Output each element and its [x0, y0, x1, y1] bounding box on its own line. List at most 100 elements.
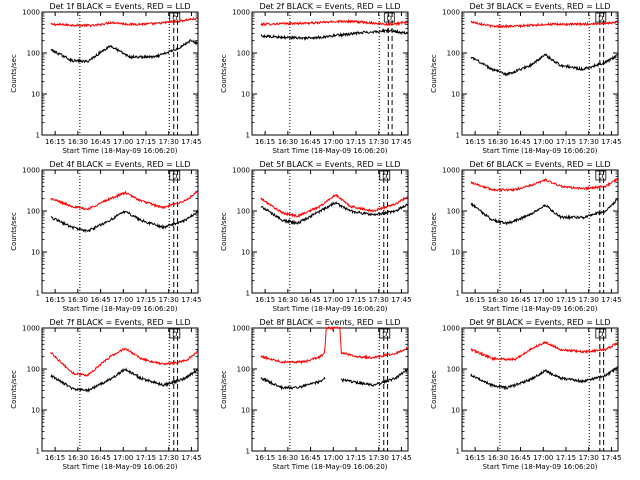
y-tick-label: 1: [246, 132, 250, 140]
plot-frame: [41, 11, 199, 136]
x-tick-label: 16:15: [45, 454, 65, 462]
x-tick-label: 17:45: [601, 296, 621, 304]
lld-series-line: [260, 326, 408, 365]
panel-title: Det 8f BLACK = Events, RED = LLD: [259, 318, 400, 327]
chart-panel: Det 5f BLACK = Events, RED = LLD 1 10 100 10…: [220, 160, 412, 313]
marker-label-box: [595, 12, 607, 23]
x-tick-label: 17:15: [136, 296, 156, 304]
y-tick-label: 10: [31, 407, 40, 415]
y-tick-label: 10: [241, 91, 250, 99]
panel-title: Det 5f BLACK = Events, RED = LLD: [259, 160, 400, 169]
x-tick-label: 16:15: [255, 138, 275, 146]
marker-label: D: [598, 331, 603, 339]
x-tick-label: 17:15: [346, 296, 366, 304]
events-series-line: [470, 366, 618, 391]
panel-title: Det 2f BLACK = Events, RED = LLD: [259, 2, 400, 11]
x-tick-label: 17:15: [556, 138, 576, 146]
y-tick-label: 10: [241, 407, 250, 415]
marker-label: D: [172, 173, 177, 181]
x-tick-label: 16:30: [488, 296, 508, 304]
x-axis-label: Start Time (18-May-09 16:06:20): [482, 305, 597, 313]
x-tick-label: 17:30: [579, 296, 599, 304]
x-tick-label: 16:30: [68, 296, 88, 304]
x-tick-label: 16:30: [68, 454, 88, 462]
y-tick-label: 100: [447, 208, 460, 216]
x-tick-label: 16:15: [465, 454, 485, 462]
x-tick-label: 17:15: [556, 296, 576, 304]
x-tick-label: 17:45: [181, 454, 201, 462]
plot-frame: [461, 327, 619, 452]
y-tick-label: 1: [246, 290, 250, 298]
x-tick-label: 16:30: [68, 138, 88, 146]
x-tick-label: 17:15: [136, 454, 156, 462]
lld-series-line: [50, 189, 199, 211]
y-tick-label: 1000: [22, 9, 40, 17]
x-tick-label: 16:30: [488, 454, 508, 462]
marker-label: D: [387, 15, 392, 23]
chart-panel: Det 8f BLACK = Events, RED = LLD 1 10 100 10…: [220, 318, 412, 471]
panel-title: Det 9f BLACK = Events, RED = LLD: [469, 318, 610, 327]
x-tick-label: 17:30: [579, 454, 599, 462]
x-tick-label: 16:45: [90, 138, 110, 146]
y-tick-label: 1: [456, 448, 460, 456]
x-tick-label: 17:00: [533, 296, 553, 304]
y-tick-label: 100: [237, 208, 250, 216]
marker-label-box: [169, 170, 181, 181]
x-tick-label: 17:45: [181, 138, 201, 146]
y-tick-label: 1: [36, 132, 40, 140]
events-series-line: [260, 368, 408, 391]
plot-frame: [41, 169, 199, 294]
y-tick-label: 1: [456, 290, 460, 298]
y-tick-label: 10: [31, 249, 40, 257]
marker-label-box: [169, 328, 181, 339]
y-tick-label: 100: [237, 366, 250, 374]
y-tick-label: 1000: [232, 9, 250, 17]
y-axis-label: Counts/sec: [10, 212, 18, 251]
y-tick-label: 10: [241, 249, 250, 257]
y-tick-label: 1: [456, 132, 460, 140]
x-tick-label: 17:00: [113, 138, 133, 146]
marker-label-box: [595, 170, 607, 181]
y-tick-label: 1: [246, 448, 250, 456]
x-tick-label: 16:15: [255, 296, 275, 304]
x-tick-label: 16:45: [300, 296, 320, 304]
marker-label: D: [172, 331, 177, 339]
x-tick-label: 16:30: [278, 138, 298, 146]
x-tick-label: 17:30: [369, 454, 389, 462]
y-tick-label: 100: [447, 50, 460, 58]
x-tick-label: 17:00: [113, 296, 133, 304]
y-axis-label: Counts/sec: [430, 212, 438, 251]
x-axis-label: Start Time (18-May-09 16:06:20): [482, 463, 597, 471]
y-axis-label: Counts/sec: [430, 370, 438, 409]
x-tick-label: 17:45: [391, 296, 411, 304]
marker-label: D: [598, 15, 603, 23]
y-tick-label: 1000: [442, 167, 460, 175]
y-tick-label: 100: [27, 366, 40, 374]
y-tick-label: 1000: [22, 325, 40, 333]
x-tick-label: 16:45: [510, 454, 530, 462]
x-axis-label: Start Time (18-May-09 16:06:20): [62, 305, 177, 313]
x-tick-label: 16:30: [278, 296, 298, 304]
lld-series-line: [470, 177, 618, 192]
x-tick-label: 17:00: [533, 454, 553, 462]
y-tick-label: 1000: [232, 167, 250, 175]
y-tick-label: 100: [237, 50, 250, 58]
x-tick-label: 17:45: [181, 296, 201, 304]
marker-label: D: [382, 331, 387, 339]
x-tick-label: 16:15: [465, 296, 485, 304]
y-tick-label: 10: [451, 407, 460, 415]
marker-label: D: [598, 173, 603, 181]
x-tick-label: 17:30: [159, 454, 179, 462]
y-axis-label: Counts/sec: [430, 54, 438, 93]
lld-series-line: [50, 16, 198, 28]
x-tick-label: 17:00: [113, 454, 133, 462]
x-tick-label: 17:30: [369, 296, 389, 304]
x-tick-label: 16:45: [90, 454, 110, 462]
y-tick-label: 10: [31, 91, 40, 99]
x-axis-label: Start Time (18-May-09 16:06:20): [482, 147, 597, 155]
panel-title: Det 7f BLACK = Events, RED = LLD: [49, 318, 190, 327]
chart-panel: Det 1f BLACK = Events, RED = LLD 1 10 100 10…: [10, 2, 202, 155]
x-tick-label: 17:15: [346, 454, 366, 462]
x-tick-label: 17:30: [159, 138, 179, 146]
